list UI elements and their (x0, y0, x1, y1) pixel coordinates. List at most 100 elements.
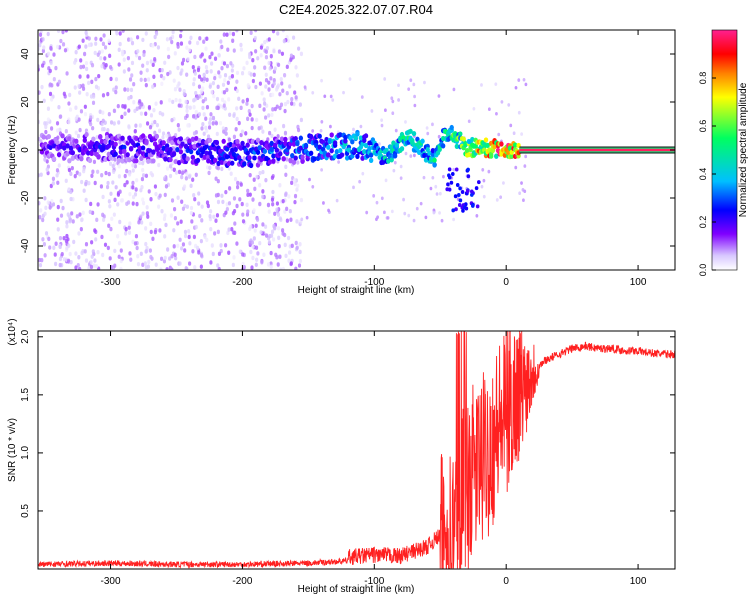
spectrogram-noise-cell (136, 253, 140, 259)
spectrogram-noise-cell (109, 191, 113, 197)
spectrogram-noise-cell (260, 260, 264, 265)
spectrogram-noise-cell (192, 131, 197, 136)
spectrogram-noise-cell (108, 161, 113, 167)
spectrogram-noise-cell (283, 242, 287, 248)
spectrogram-cell (271, 158, 276, 164)
spectrogram-noise-cell (94, 76, 98, 82)
spectrogram-cell (440, 143, 446, 149)
spectrogram-noise-cell (149, 171, 153, 176)
spectrogram-cell (300, 154, 305, 160)
spectrogram-cell (219, 159, 225, 165)
spectrogram-noise-cell (74, 50, 78, 55)
spectrogram-cell (461, 208, 465, 213)
spectrogram-cell (46, 133, 52, 140)
spectrogram-noise-cell (250, 265, 254, 270)
spectrogram-noise-cell (56, 180, 60, 185)
spectrogram-noise-cell (224, 243, 228, 248)
spectrogram-noise-cell (42, 242, 47, 247)
spectrogram-noise-cell (109, 76, 113, 82)
spectrogram-noise-cell (264, 233, 269, 238)
spectrogram-cell (170, 139, 175, 146)
spectrogram-cell (466, 174, 471, 179)
spectrogram-noise-cell (213, 231, 217, 236)
spectrogram-noise-cell (206, 134, 211, 139)
spectrogram-noise-cell (251, 244, 255, 250)
spectrogram-cell (464, 206, 469, 211)
spectrogram-noise-cell (390, 209, 394, 214)
spectrogram-noise-cell (74, 105, 78, 110)
spectrogram-cell (144, 152, 149, 158)
spectrogram-noise-cell (397, 83, 400, 88)
spectrogram-cell (161, 145, 166, 151)
spectrogram-noise-cell (320, 119, 324, 124)
spectrogram-noise-cell (160, 68, 164, 73)
spectrogram-noise-cell (260, 91, 264, 96)
spectrogram-noise-cell (285, 157, 289, 162)
spectrogram-noise-cell (372, 194, 376, 198)
spectrogram-noise-cell (296, 183, 300, 189)
spectrogram-cell (154, 133, 160, 139)
spectrogram-noise-cell (404, 151, 408, 156)
spectrogram-cell (449, 124, 454, 131)
spectrogram-noise-cell (308, 177, 311, 182)
spectrogram-noise-cell (98, 109, 102, 114)
spectrogram-cell (432, 157, 437, 163)
spectrogram-cell (200, 140, 206, 146)
spectrogram-noise-cell (43, 211, 47, 217)
spectrogram-noise-cell (115, 31, 119, 36)
spectrogram-cell (245, 150, 250, 156)
spectrogram-noise-cell (201, 99, 205, 104)
spectrogram-noise-cell (203, 97, 208, 102)
spectrogram-noise-cell (51, 176, 56, 182)
spectrogram-noise-cell (216, 199, 221, 205)
spectrogram-noise-cell (165, 37, 170, 42)
spectrogram-cell (168, 156, 173, 163)
spectrogram-cell (41, 134, 46, 140)
spectrogram-noise-cell (58, 256, 63, 262)
spectrogram-noise-cell (65, 224, 69, 229)
spectrogram-noise-cell (215, 96, 220, 102)
spectrogram-noise-cell (200, 218, 204, 223)
spectrogram-noise-cell (109, 226, 113, 232)
spectrogram-noise-cell (193, 54, 197, 60)
spectrogram-noise-cell (280, 51, 285, 56)
spectrogram-noise-cell (41, 37, 45, 42)
spectrogram-cell (55, 139, 60, 146)
spectrogram-noise-cell (59, 114, 63, 119)
spectrogram-noise-cell (137, 55, 142, 61)
spectrogram-noise-cell (173, 252, 177, 257)
spectrogram-noise-cell (253, 186, 257, 192)
spectrogram-noise-cell (87, 265, 91, 270)
spectrogram-cell (399, 146, 405, 152)
spectrogram-noise-cell (253, 228, 257, 233)
spectrogram-noise-cell (67, 119, 71, 125)
spectrogram-cell (322, 150, 328, 156)
spectrogram-noise-cell (290, 180, 294, 186)
spectrogram-noise-cell (276, 62, 281, 68)
spectrogram-noise-cell (192, 234, 196, 240)
spectrogram-noise-cell (207, 125, 212, 130)
spectrogram-noise-cell (46, 117, 51, 122)
spectrogram-noise-cell (149, 221, 153, 227)
spectrogram-noise-cell (72, 239, 76, 245)
spectrogram-noise-cell (100, 173, 104, 178)
spectrogram-noise-cell (108, 64, 113, 70)
spectrogram-noise-cell (81, 83, 85, 88)
spectrogram-noise-cell (235, 30, 239, 33)
spectrogram-noise-cell (187, 229, 191, 234)
spectrogram-noise-cell (100, 49, 104, 54)
spectrogram-noise-cell (261, 189, 265, 194)
spectrogram-noise-cell (261, 169, 265, 175)
spectrogram-cell (221, 138, 226, 144)
spectrogram-noise-cell (322, 201, 325, 205)
spectrogram-noise-cell (62, 236, 66, 241)
spectrogram-noise-cell (159, 256, 164, 262)
spectrogram-noise-cell (38, 201, 41, 206)
spectrogram-noise-cell (142, 52, 146, 58)
spectrogram-noise-cell (118, 189, 122, 194)
spectrogram-noise-cell (261, 222, 265, 227)
spectrogram-cell (194, 135, 199, 142)
spectrogram-noise-cell (390, 96, 394, 101)
spectrogram-noise-cell (100, 121, 104, 127)
spectrogram-cell (279, 136, 285, 142)
